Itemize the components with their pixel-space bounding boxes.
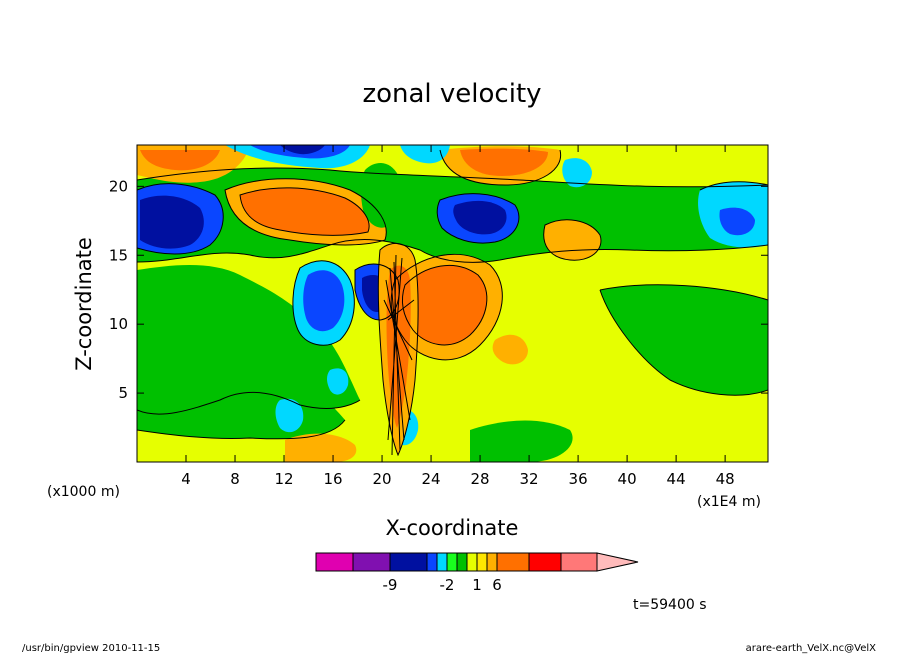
colorbar-segment [426,552,438,572]
colorbar-labels: -9 -2 1 6 [383,576,502,594]
colorbar [315,552,639,572]
contour-region [285,433,357,462]
x-axis: 4 8 12 16 20 24 28 32 36 40 44 48 [181,145,735,488]
contour-region [719,207,755,236]
contour-region [400,145,450,164]
x-tick-label: 48 [716,470,735,488]
contour-lines [137,149,768,457]
y-tick-label: 10 [109,315,128,333]
y-tick-label: 5 [118,384,128,402]
y-axis: 5 10 15 20 [109,177,768,402]
contour-region [470,420,573,462]
time-label: t=59400 s [633,597,707,613]
velocity-field [137,145,768,462]
x-tick-label: 4 [181,470,191,488]
contour-region [402,265,487,345]
contour-region [600,284,768,396]
contour-region [492,334,528,365]
colorbar-label: -2 [440,576,455,594]
x-tick-label: 32 [520,470,539,488]
colorbar-label: -9 [383,576,398,594]
contour-region [453,200,507,235]
x-tick-label: 8 [230,470,240,488]
colorbar-segment [486,552,498,572]
y-unit-label: (x1000 m) [47,484,120,500]
contour-region [303,270,345,332]
y-tick-label: 20 [109,177,128,195]
x-tick-label: 16 [323,470,342,488]
y-axis-title: Z-coordinate [72,237,96,371]
colorbar-segment [389,552,428,572]
contour-region [137,265,360,416]
colorbar-segment [466,552,478,572]
x-unit-label: (x1E4 m) [697,494,761,510]
contour-region [460,148,548,176]
chart-title: zonal velocity [362,79,541,109]
contour-region [562,158,592,188]
colorbar-segment [560,552,598,572]
colorbar-segment [528,552,562,572]
colorbar-label: 6 [492,576,502,594]
colorbar-segment [436,552,448,572]
x-axis-title: X-coordinate [386,516,519,540]
x-tick-label: 40 [618,470,637,488]
colorbar-label: 1 [472,576,482,594]
x-tick-label: 12 [274,470,293,488]
contour-region [327,368,349,395]
colorbar-segment [476,552,488,572]
contour-region [360,163,401,228]
plot-frame [136,144,769,463]
y-tick-label: 15 [109,246,128,264]
x-tick-label: 36 [569,470,588,488]
x-tick-label: 24 [422,470,441,488]
contour-region [140,150,220,171]
x-tick-label: 44 [667,470,686,488]
x-tick-label: 20 [373,470,392,488]
colorbar-segment [315,552,354,572]
footer-left: /usr/bin/gpview 2010-11-15 [22,643,160,654]
contour-region [140,195,204,249]
contour-region [280,145,325,155]
colorbar-segment [496,552,530,572]
colorbar-arrow [596,552,639,572]
colorbar-segment [446,552,458,572]
colorbar-segment [352,552,391,572]
x-tick-label: 28 [471,470,490,488]
contour-region [240,187,370,236]
contour-region [275,398,304,433]
colorbar-segment [456,552,468,572]
footer-right: arare-earth_VelX.nc@VelX [746,643,877,654]
